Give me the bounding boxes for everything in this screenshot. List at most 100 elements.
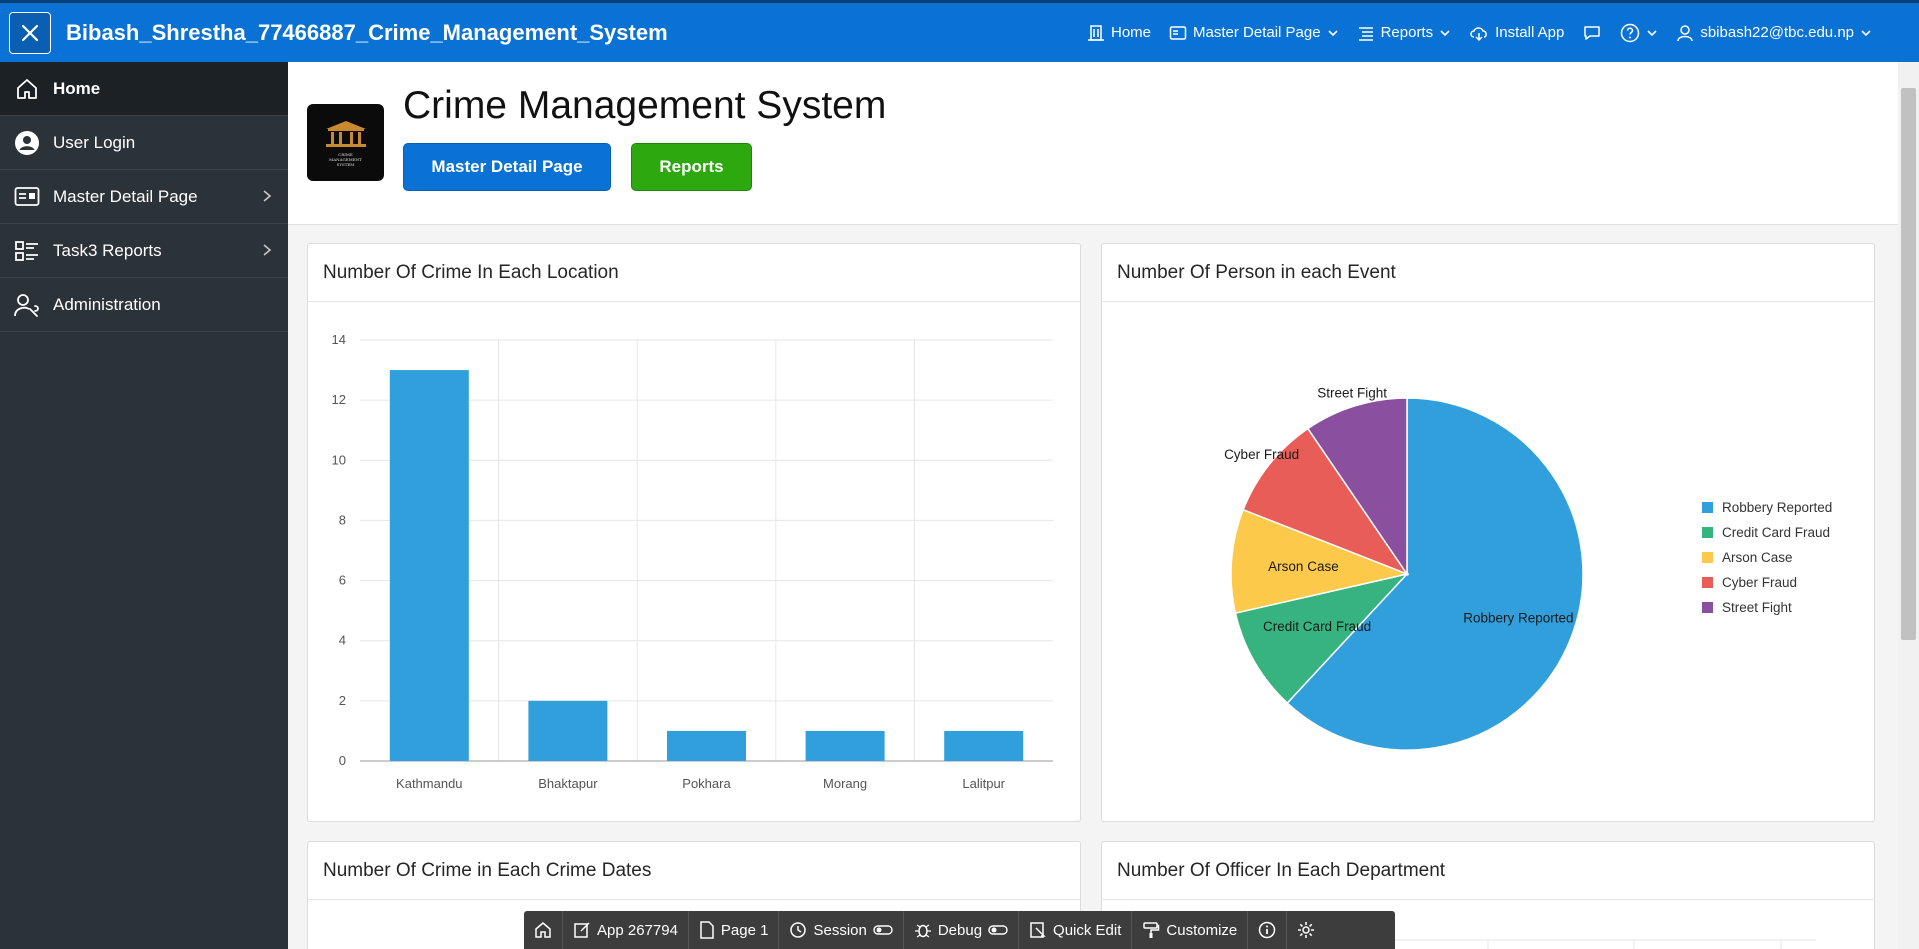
help-menu-button[interactable] — [1613, 13, 1665, 53]
home-icon — [535, 922, 551, 938]
master-detail-button[interactable]: Master Detail Page — [403, 143, 611, 191]
bar — [805, 730, 885, 761]
close-menu-button[interactable] — [9, 11, 51, 54]
data-label: Robbery Reported — [1463, 611, 1573, 626]
bar-chart: 0 2 4 6 8 10 12 14 Kathmandu Bhaktapur Pokhara Mora… — [332, 332, 1053, 791]
card-icon — [1169, 25, 1187, 40]
user-circle-icon — [13, 129, 41, 157]
x-tick-label: Pokhara — [682, 776, 731, 791]
main-content: CRIME MANAGEMENT SYSTEM Crime Management… — [288, 62, 1898, 949]
sidebar-navigation: Home User Login Master Detail Page Task3… — [0, 62, 288, 949]
cloud-download-icon — [1470, 26, 1487, 41]
sidebar-item-master-detail[interactable]: Master Detail Page — [0, 170, 288, 224]
legend-label: Robbery Reported — [1722, 500, 1832, 515]
scrollbar-thumb[interactable] — [1901, 88, 1916, 640]
y-tick-label: 8 — [339, 512, 346, 527]
x-tick-label: Lalitpur — [962, 776, 1005, 791]
pie-slice — [1242, 427, 1409, 576]
bar — [666, 730, 747, 761]
nav-master-detail[interactable]: Master Detail Page — [1162, 13, 1346, 53]
nav-reports[interactable]: Reports — [1350, 13, 1459, 53]
sidebar-item-home[interactable]: Home — [0, 62, 288, 116]
hero-region: CRIME MANAGEMENT SYSTEM Crime Management… — [288, 62, 1898, 225]
dev-info-button[interactable] — [1248, 911, 1288, 949]
page-icon — [700, 921, 714, 939]
page-scrollbar[interactable] — [1898, 62, 1919, 949]
toggle-icon — [988, 925, 1008, 935]
dev-session-button[interactable]: Session — [779, 911, 904, 949]
x-tick-label: Bhaktapur — [538, 776, 598, 791]
dev-customize-label: Customize — [1166, 921, 1238, 939]
dev-app-button[interactable]: App 267794 — [563, 911, 689, 949]
dev-quick-edit-label: Quick Edit — [1053, 921, 1122, 939]
y-tick-label: 0 — [339, 753, 346, 768]
dev-page-label: Page 1 — [720, 921, 769, 939]
chevron-down-icon — [1861, 29, 1871, 36]
data-label: Cyber Fraud — [1224, 447, 1299, 462]
list-icon — [13, 237, 41, 265]
chevron-right-icon — [263, 244, 272, 256]
top-navigation-bar: Bibash_Shrestha_77466887_Crime_Managemen… — [0, 0, 1919, 62]
legend-swatch — [1702, 527, 1713, 538]
list-icon — [1358, 26, 1373, 41]
dev-quick-edit-button[interactable]: Quick Edit — [1019, 911, 1133, 949]
building-icon — [1088, 24, 1104, 41]
legend-label: Credit Card Fraud — [1722, 525, 1830, 540]
reports-button[interactable]: Reports — [631, 143, 752, 191]
x-tick-label: Kathmandu — [396, 776, 463, 791]
close-icon — [21, 24, 39, 41]
dev-customize-button[interactable]: Customize — [1132, 911, 1249, 949]
gear-icon — [1298, 922, 1315, 938]
dev-session-label: Session — [813, 921, 867, 939]
app-logo: CRIME MANAGEMENT SYSTEM — [307, 104, 384, 181]
top-nav-menu: Home Master Detail Page Reports Install … — [1080, 3, 1879, 62]
courthouse-icon — [325, 120, 366, 147]
pie-chart: Robbery Reported Credit Card Fraud Arson C… — [1224, 385, 1832, 751]
legend-swatch — [1702, 602, 1713, 613]
sidebar-item-task3-reports[interactable]: Task3 Reports — [0, 224, 288, 278]
feedback-button[interactable] — [1575, 13, 1609, 53]
logo-text: CRIME MANAGEMENT SYSTEM — [329, 151, 362, 167]
edit-icon — [574, 922, 590, 938]
legend-label: Cyber Fraud — [1722, 575, 1797, 590]
sidebar-item-label: User Login — [53, 132, 136, 152]
dev-debug-button[interactable]: Debug — [904, 911, 1020, 949]
nav-install-app[interactable]: Install App — [1462, 13, 1571, 53]
legend-swatch — [1702, 502, 1713, 513]
legend-swatch — [1702, 552, 1713, 563]
pie-slice — [1230, 508, 1410, 615]
sidebar-item-administration[interactable]: Administration — [0, 278, 288, 332]
user-icon — [1677, 24, 1694, 41]
nav-master-detail-label: Master Detail Page — [1193, 24, 1321, 41]
nav-home[interactable]: Home — [1080, 13, 1158, 53]
dev-debug-label: Debug — [937, 921, 983, 939]
history-icon — [790, 922, 807, 938]
legend-label: Street Fight — [1722, 600, 1792, 615]
sidebar-item-label: Home — [53, 78, 101, 98]
y-tick-label: 10 — [332, 452, 346, 467]
dev-page-button[interactable]: Page 1 — [689, 911, 780, 949]
chart-title: Number Of Officer In Each Department — [1102, 842, 1874, 900]
page-title: Crime Management System — [403, 84, 887, 127]
app-title[interactable]: Bibash_Shrestha_77466887_Crime_Managemen… — [66, 19, 668, 45]
sidebar-item-user-login[interactable]: User Login — [0, 116, 288, 170]
quick-edit-icon — [1030, 922, 1046, 938]
help-icon — [1621, 23, 1640, 42]
sidebar-item-label: Administration — [53, 294, 161, 314]
chart-title: Number Of Crime in Each Crime Dates — [308, 842, 1080, 900]
chat-bubble-icon — [1584, 25, 1601, 40]
card-icon — [13, 183, 41, 211]
legend-swatch — [1702, 577, 1713, 588]
person-event-chart-region: Number Of Person in each Event Robbery R… — [1101, 243, 1875, 822]
y-tick-label: 12 — [332, 392, 346, 407]
y-tick-label: 2 — [339, 693, 346, 708]
info-icon — [1259, 921, 1276, 939]
chevron-right-icon — [263, 190, 272, 202]
pie-slice — [1306, 397, 1408, 577]
user-menu[interactable]: sbibash22@tbc.edu.np — [1669, 13, 1879, 53]
dev-settings-button[interactable] — [1287, 911, 1325, 949]
pie-slice — [1286, 397, 1584, 751]
dev-home-button[interactable] — [524, 911, 563, 949]
bar — [528, 700, 608, 761]
crime-location-chart-region: Number Of Crime In Each Location 0 2 4 6 8 10… — [307, 243, 1081, 822]
